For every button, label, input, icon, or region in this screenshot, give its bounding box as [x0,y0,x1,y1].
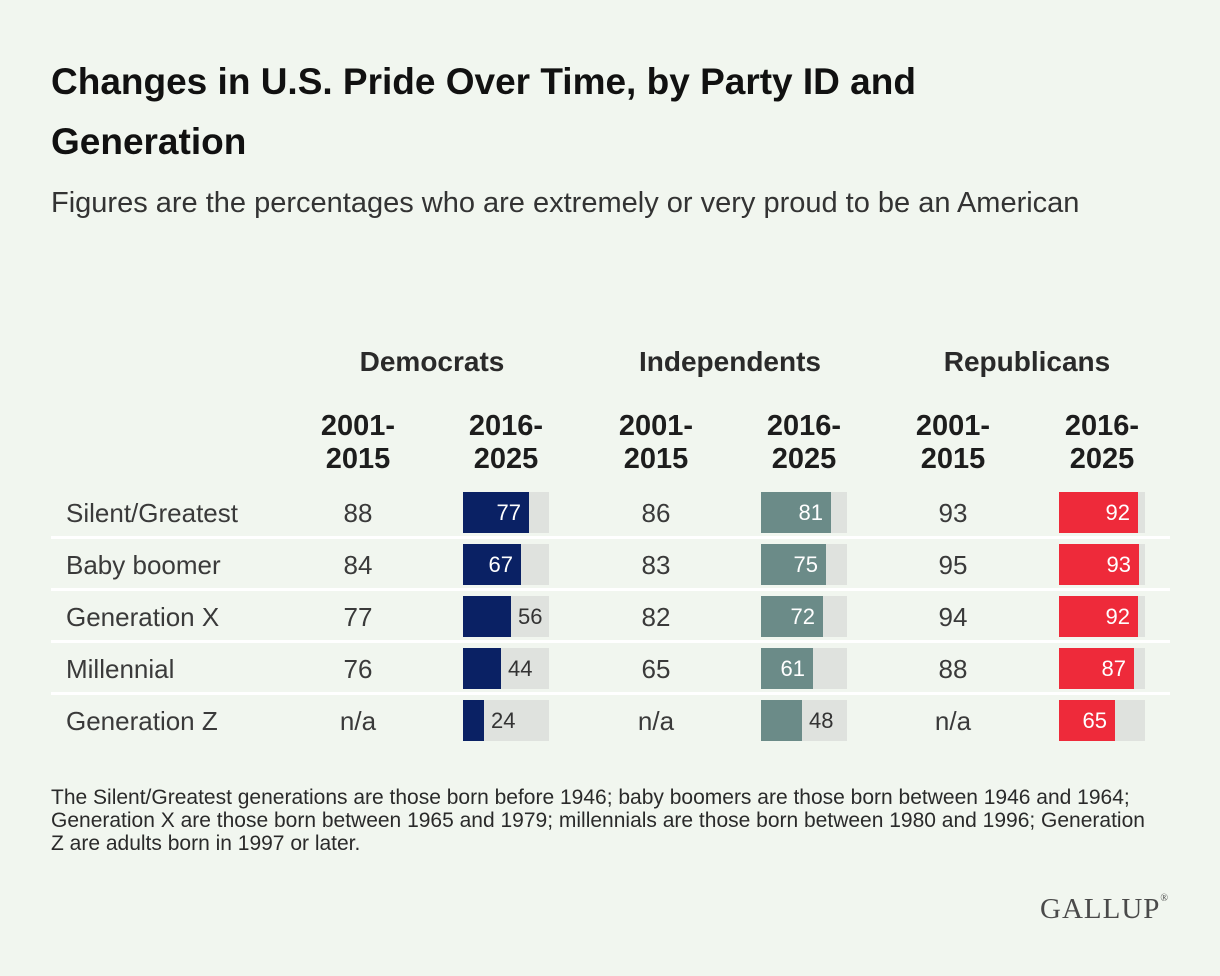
bar-value-label: 65 [1082,708,1107,733]
party-header-republicans: Republicans [943,346,1111,377]
bar-value-label: 75 [793,552,818,577]
bar-track: 77 [463,492,549,533]
bar-track: 87 [1059,648,1145,689]
bar-value-label: 77 [496,500,521,525]
chart-subtitle: Figures are the percentages who are extr… [51,187,1080,219]
value-2001-2015: 84 [343,550,373,580]
row-label: Millennial [66,654,175,684]
bar-track: 56 [463,596,549,637]
bar-track: 93 [1059,544,1145,585]
gallup-logo: GALLUP® [1040,893,1168,926]
chart-title: Changes in U.S. Pride Over Time, by Part… [51,61,916,162]
bar-track: 72 [761,596,847,637]
bar-2016-2025 [761,700,802,741]
row-label: Silent/Greatest [66,498,238,528]
row-label: Baby boomer [66,550,221,580]
value-2001-2015: 94 [938,602,968,632]
bar-value-label: 92 [1105,604,1130,629]
bar-2016-2025 [761,648,813,689]
footnote: The Silent/Greatest generations are thos… [51,786,1145,855]
bar-track: 61 [761,648,847,689]
value-2001-2015: 88 [938,654,968,684]
bar-track: 48 [761,700,847,741]
party-header-democrats: Democrats [359,346,505,377]
bar-value-label: 92 [1105,500,1130,525]
bar-2016-2025 [463,492,529,533]
bar-2016-2025 [463,648,501,689]
period-header-democrats-2001-2015: 2001- 2015 [320,410,396,475]
value-2001-2015: 93 [938,498,968,528]
period-header-independents-2016-2025: 2016- 2025 [766,410,842,475]
value-2001-2015: n/a [339,706,377,736]
bar-2016-2025 [1059,492,1138,533]
bar-track: 67 [463,544,549,585]
bar-value-label: 24 [491,708,516,733]
value-2001-2015: 95 [938,550,968,580]
table-row: Generation X 77 56 82 72 94 92 [51,591,1170,643]
bar-value-label: 61 [780,656,805,681]
bar-2016-2025 [761,544,826,585]
bar-2016-2025 [1059,596,1138,637]
bar-value-label: 72 [790,604,815,629]
bar-2016-2025 [1059,544,1139,585]
bar-track: 65 [1059,700,1145,741]
value-2001-2015: 83 [641,550,671,580]
value-2001-2015: 76 [343,654,373,684]
bar-value-label: 87 [1101,656,1126,681]
bar-track: 44 [463,648,549,689]
bar-value-label: 67 [488,552,513,577]
value-2001-2015: 86 [641,498,671,528]
table-row: Silent/Greatest 88 77 86 81 93 92 [51,487,1170,539]
registered-mark: ® [1160,893,1168,904]
bar-track: 92 [1059,596,1145,637]
bar-2016-2025 [463,700,484,741]
bar-value-label: 56 [518,604,543,629]
row-label: Generation Z [66,706,218,736]
bar-value-label: 44 [508,656,533,681]
value-2001-2015: 82 [641,602,671,632]
bar-value-label: 81 [798,500,823,525]
value-2001-2015: 88 [343,498,373,528]
period-header-republicans-2016-2025: 2016- 2025 [1064,410,1140,475]
bar-track: 75 [761,544,847,585]
bar-2016-2025 [463,596,511,637]
bar-2016-2025 [761,596,823,637]
table-row: Millennial 76 44 65 61 88 87 [51,643,1170,695]
period-header-republicans-2001-2015: 2001- 2015 [915,410,991,475]
value-2001-2015: 65 [641,654,671,684]
period-header-independents-2001-2015: 2001- 2015 [618,410,694,475]
bar-value-label: 48 [809,708,834,733]
party-header-independents: Independents [638,346,821,377]
bar-2016-2025 [1059,700,1115,741]
bar-2016-2025 [761,492,831,533]
bar-value-label: 93 [1106,552,1131,577]
bar-track: 24 [463,700,549,741]
bar-2016-2025 [463,544,521,585]
period-header-democrats-2016-2025: 2016- 2025 [468,410,544,475]
row-label: Generation X [66,602,220,632]
value-2001-2015: 77 [343,602,373,632]
value-2001-2015: n/a [637,706,675,736]
logo-text: GALLUP [1040,893,1161,925]
bar-track: 92 [1059,492,1145,533]
bar-track: 81 [761,492,847,533]
table-row: Baby boomer 84 67 83 75 95 93 [51,539,1170,591]
value-2001-2015: n/a [934,706,972,736]
bar-2016-2025 [1059,648,1134,689]
table-row: Generation Z n/a 24 n/a 48 n/a 65 [51,695,1170,747]
